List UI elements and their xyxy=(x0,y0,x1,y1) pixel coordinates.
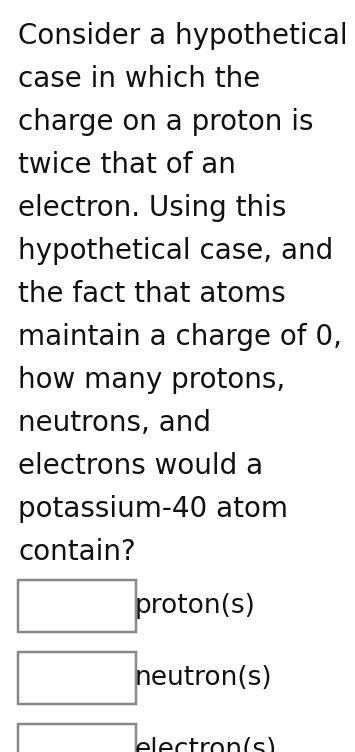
Text: neutron(s): neutron(s) xyxy=(135,665,273,691)
Text: charge on a proton is: charge on a proton is xyxy=(18,108,313,136)
Text: proton(s): proton(s) xyxy=(135,593,256,619)
FancyBboxPatch shape xyxy=(18,724,136,752)
Text: maintain a charge of 0,: maintain a charge of 0, xyxy=(18,323,342,351)
Text: case in which the: case in which the xyxy=(18,65,260,93)
Text: electron. Using this: electron. Using this xyxy=(18,194,286,222)
Text: contain?: contain? xyxy=(18,538,136,566)
Text: hypothetical case, and: hypothetical case, and xyxy=(18,237,333,265)
Text: Consider a hypothetical: Consider a hypothetical xyxy=(18,22,348,50)
Text: electrons would a: electrons would a xyxy=(18,452,263,480)
Text: the fact that atoms: the fact that atoms xyxy=(18,280,286,308)
FancyBboxPatch shape xyxy=(18,652,136,704)
Text: electron(s): electron(s) xyxy=(135,737,277,752)
Text: how many protons,: how many protons, xyxy=(18,366,285,394)
FancyBboxPatch shape xyxy=(18,580,136,632)
Text: twice that of an: twice that of an xyxy=(18,151,236,179)
Text: neutrons, and: neutrons, and xyxy=(18,409,211,437)
Text: potassium-40 atom: potassium-40 atom xyxy=(18,495,288,523)
